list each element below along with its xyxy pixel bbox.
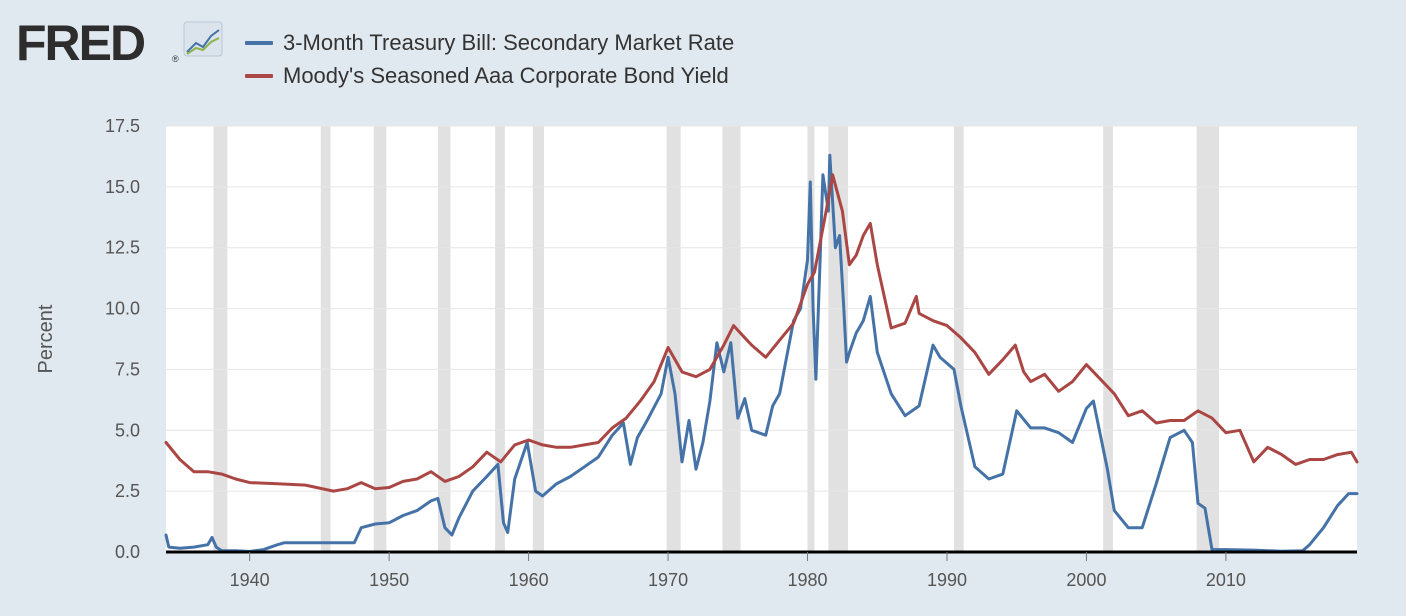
legend-swatch-tbill — [245, 41, 273, 45]
recession-band — [953, 126, 964, 552]
y-axis-label: Percent — [35, 304, 57, 373]
y-axis-ticks: 0.0 2.5 5.0 7.5 10.0 12.5 15.0 17.5 — [105, 116, 140, 562]
y-tick-label: 12.5 — [105, 238, 140, 258]
line-chart: 0.0 2.5 5.0 7.5 10.0 12.5 15.0 17.5 1940 1950 196… — [35, 116, 1359, 590]
recession-band — [532, 126, 544, 552]
recession-band — [807, 126, 815, 552]
registered-mark-icon: ® — [172, 54, 179, 64]
fred-logo-text: FRED — [16, 16, 145, 68]
chart-header: FRED ® 3-Month Treasury Bill: Secondary … — [0, 0, 1406, 110]
legend-item-tbill[interactable]: 3-Month Treasury Bill: Secondary Market … — [245, 28, 734, 58]
recession-band — [320, 126, 331, 552]
x-tick-label: 1950 — [369, 570, 409, 590]
series-line-aaa — [164, 173, 1359, 493]
fred-graph-icon — [183, 21, 223, 57]
recession-band — [722, 126, 741, 552]
fred-logo[interactable]: FRED ® — [16, 16, 226, 68]
legend-label-aaa: Moody's Seasoned Aaa Corporate Bond Yiel… — [283, 63, 729, 88]
recession-band — [666, 126, 681, 552]
legend-swatch-aaa — [245, 74, 273, 78]
x-tick-label: 2000 — [1066, 570, 1106, 590]
y-tick-label: 5.0 — [115, 420, 140, 440]
x-tick-label: 1980 — [787, 570, 827, 590]
recession-band — [213, 126, 228, 552]
x-tick-label: 1940 — [230, 570, 270, 590]
legend-item-aaa[interactable]: Moody's Seasoned Aaa Corporate Bond Yiel… — [245, 61, 729, 91]
recession-band — [1196, 126, 1219, 552]
y-tick-label: 2.5 — [115, 481, 140, 501]
x-tick-label: 1990 — [927, 570, 967, 590]
recession-band — [437, 126, 451, 552]
fred-logo-mark: FRED ® — [16, 16, 223, 68]
y-tick-label: 15.0 — [105, 177, 140, 197]
x-tick-label: 1970 — [648, 570, 688, 590]
x-tick-label: 1960 — [509, 570, 549, 590]
y-tick-label: 0.0 — [115, 542, 140, 562]
x-tick-label: 2010 — [1206, 570, 1246, 590]
recession-band — [1103, 126, 1113, 552]
grid-lines — [166, 125, 1357, 492]
x-axis-ticks: 1940 1950 1960 1970 1980 1990 2000 2010 — [230, 552, 1246, 590]
y-tick-label: 10.0 — [105, 299, 140, 319]
legend-label-tbill: 3-Month Treasury Bill: Secondary Market … — [283, 30, 735, 55]
y-tick-label: 17.5 — [105, 116, 140, 136]
recession-band — [495, 126, 505, 552]
recession-band — [373, 126, 387, 552]
series-line-tbill — [164, 153, 1359, 553]
series-lines — [164, 153, 1359, 553]
y-tick-label: 7.5 — [115, 359, 140, 379]
recession-shading — [213, 126, 1219, 552]
